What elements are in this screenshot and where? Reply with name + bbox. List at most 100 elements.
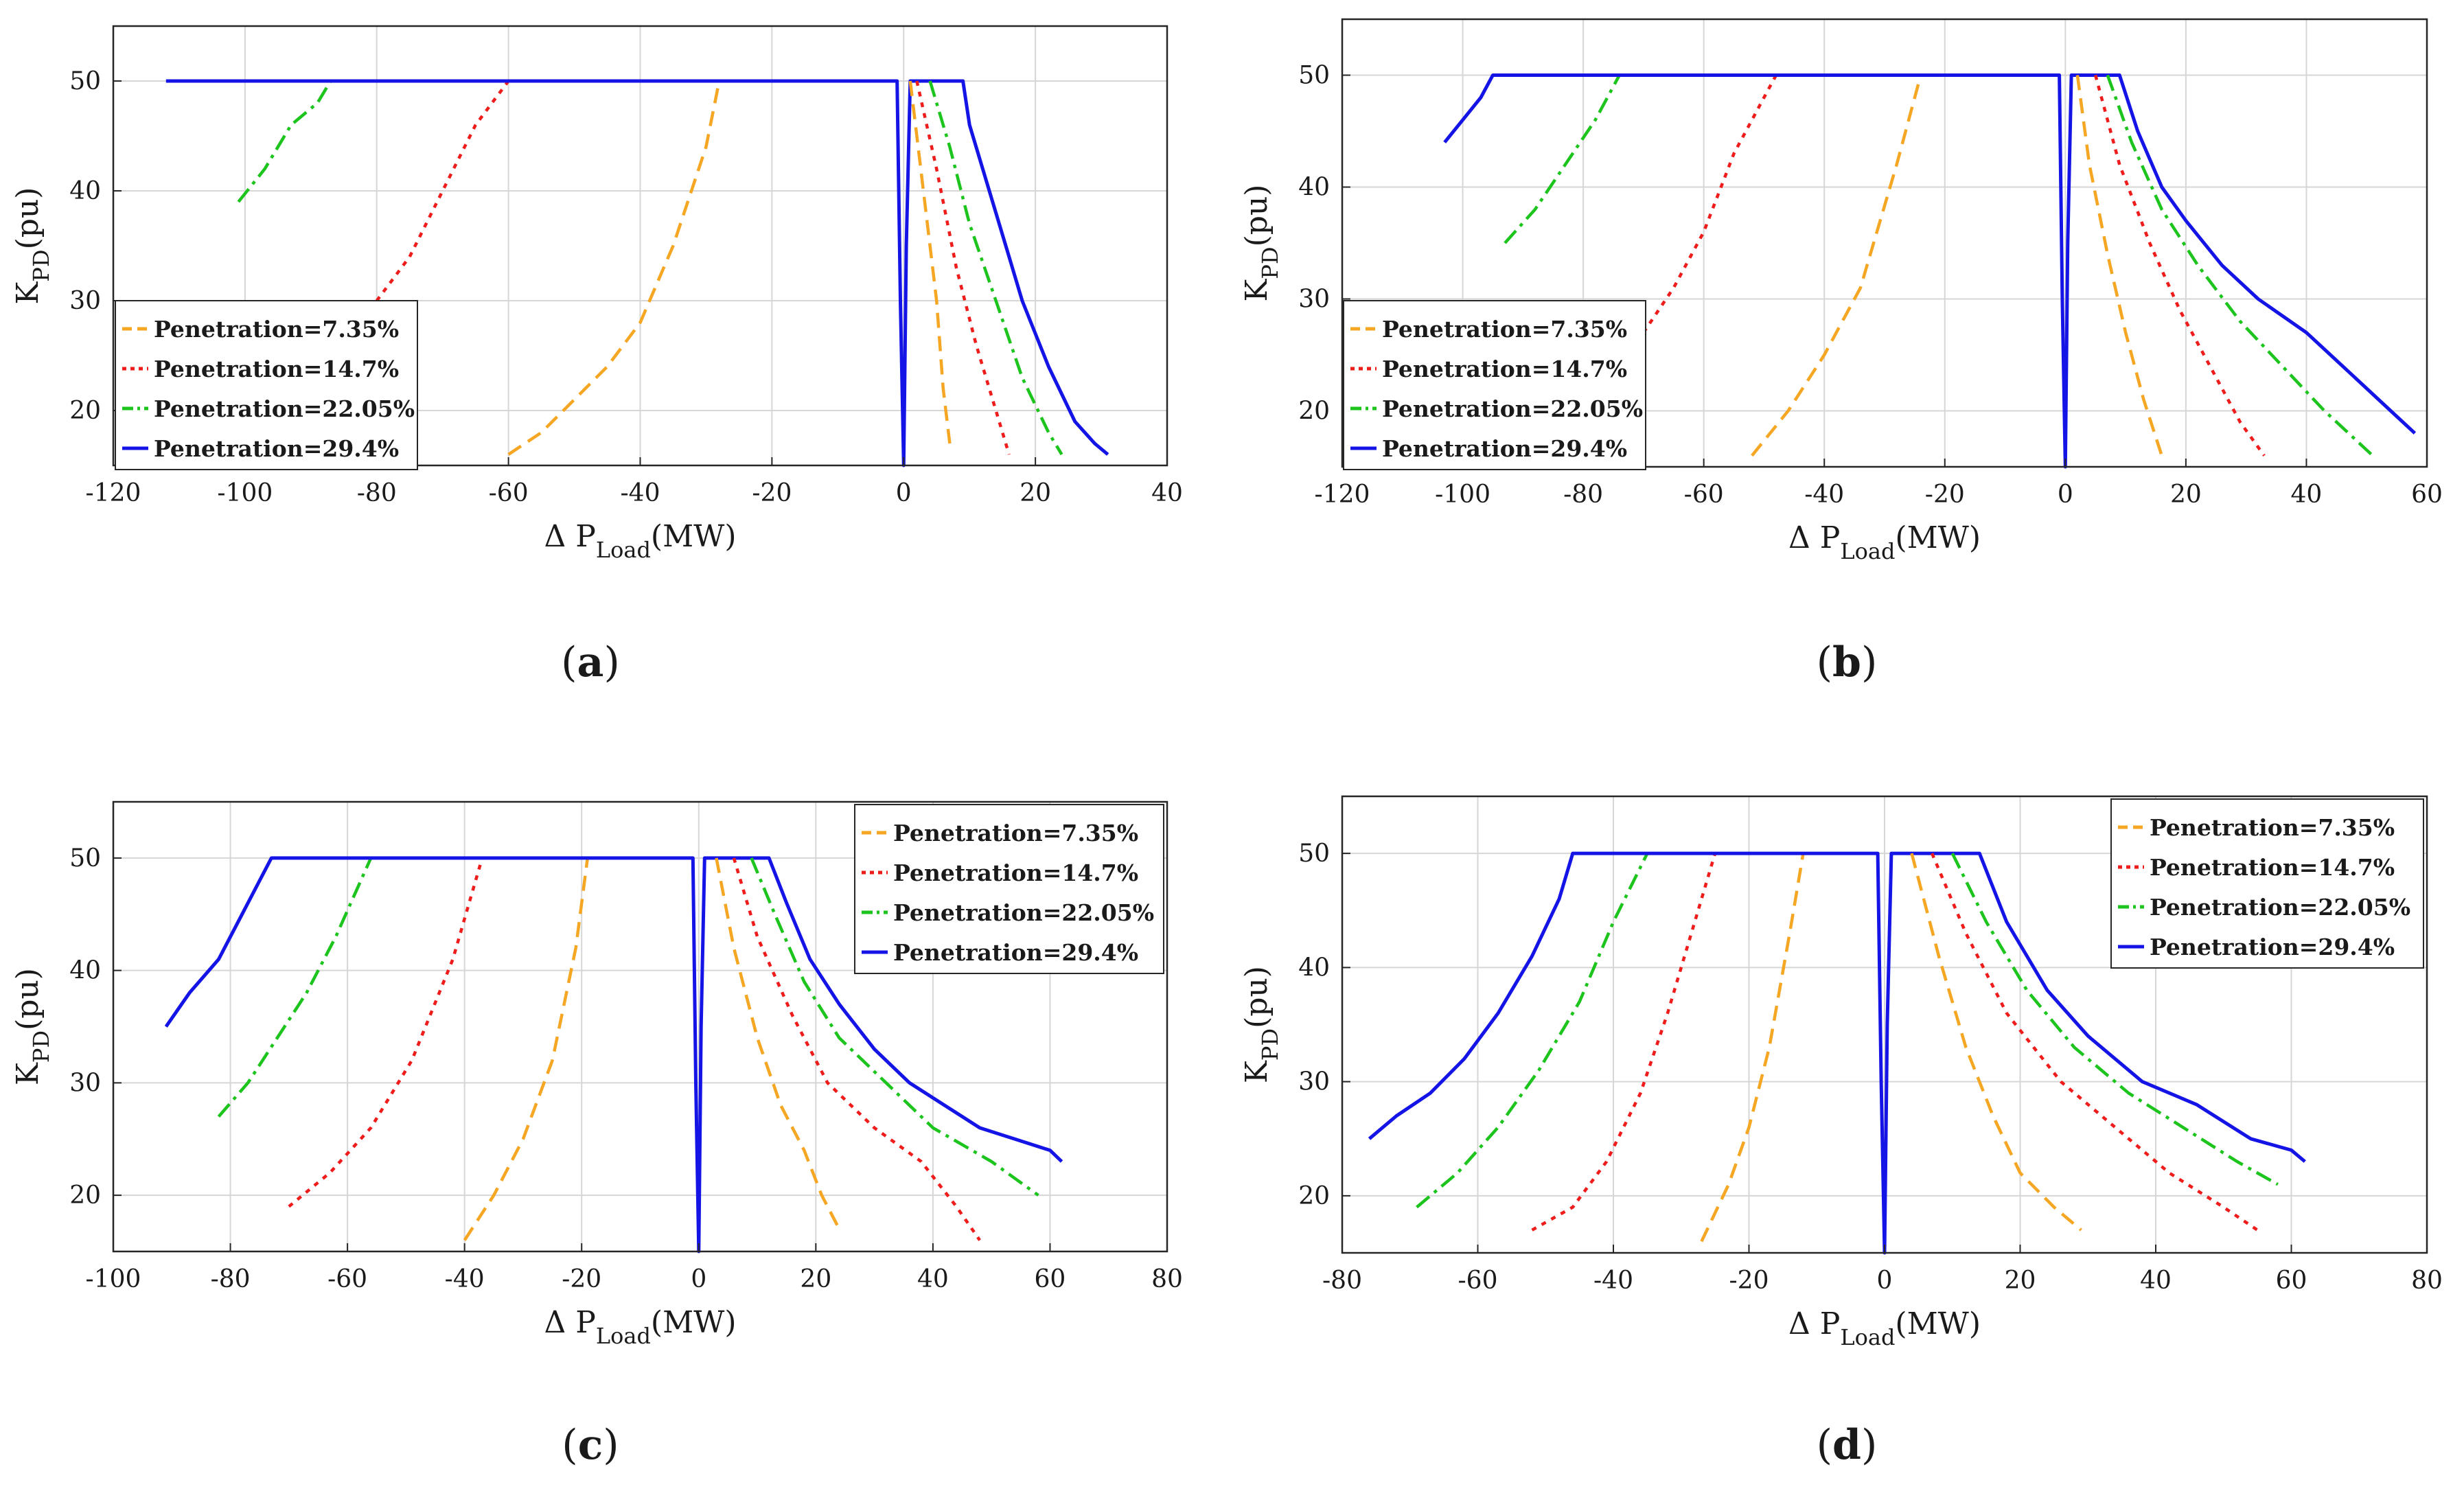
y-tick-label: 30: [69, 287, 101, 315]
y-tick-label: 50: [69, 67, 101, 95]
y-axis-title-sub: PD: [28, 1030, 54, 1063]
x-axis-title-main: Δ P: [1788, 1306, 1840, 1341]
y-tick-label: 40: [69, 957, 101, 985]
legend: Penetration=7.35% Penetration=14.7% Penetr…: [1343, 300, 1646, 470]
panel-label: (a): [561, 638, 620, 686]
series-line-2: [288, 857, 484, 1208]
x-tick-label: -100: [217, 479, 273, 507]
legend: Penetration=7.35% Penetration=14.7% Penetr…: [115, 300, 418, 470]
y-axis-title-unit: (pu): [1239, 966, 1274, 1028]
x-tick-label: -100: [86, 1265, 141, 1293]
y-tick-label: 30: [1298, 286, 1330, 314]
legend-label-4: Penetration=29.4%: [893, 939, 1138, 966]
series-line-1: [463, 857, 590, 1241]
y-axis-title-unit: (pu): [1239, 185, 1274, 247]
y-tick-label: 20: [69, 1181, 101, 1210]
x-tick-label: -20: [562, 1265, 601, 1293]
x-tick-label: -20: [752, 479, 792, 507]
series-line-1: [908, 80, 952, 444]
y-tick-label: 20: [69, 397, 101, 425]
series-line-3: [1416, 853, 1649, 1209]
panel-letter: b: [1832, 638, 1861, 686]
y-tick-label: 40: [1298, 174, 1330, 202]
x-tick-label: -60: [1458, 1267, 1498, 1295]
legend: Penetration=7.35% Penetration=14.7% Penetr…: [854, 804, 1164, 974]
legend-box: [1343, 300, 1646, 470]
y-axis-title-main: K: [1239, 1060, 1274, 1083]
x-tick-label: -40: [621, 479, 660, 507]
legend-label-1: Penetration=7.35%: [1382, 316, 1627, 343]
x-tick-label: -120: [86, 479, 141, 507]
x-tick-label: -120: [1315, 481, 1370, 509]
x-tick-label: 40: [2291, 481, 2323, 509]
series-line-1: [1751, 74, 1922, 457]
series-line-4: [1368, 851, 2306, 1255]
series-line-1: [1700, 853, 1805, 1243]
x-tick-label: 80: [1151, 1265, 1183, 1293]
series-line-2: [375, 80, 510, 302]
x-tick-label: -100: [1435, 481, 1490, 509]
axes-frame: [112, 800, 1168, 1253]
legend: Penetration=7.35% Penetration=14.7% Penetr…: [2110, 798, 2424, 969]
x-tick-label: -60: [489, 479, 529, 507]
y-axis-title: KPD(pu): [10, 968, 54, 1085]
series-line-4: [165, 79, 1109, 468]
x-tick-label: 60: [2276, 1267, 2307, 1295]
series-line-3: [2106, 74, 2374, 457]
x-tick-label: -40: [1593, 1267, 1633, 1295]
y-axis-title-main: K: [1239, 278, 1274, 301]
panel-label: (c): [562, 1421, 619, 1469]
legend-label-2: Penetration=14.7%: [2150, 854, 2395, 881]
x-tick-label: -80: [357, 479, 397, 507]
series-line-2: [1531, 853, 1717, 1232]
y-axis-title-sub: PD: [28, 249, 54, 281]
x-tick-label: 20: [2005, 1267, 2036, 1295]
legend-label-2: Penetration=14.7%: [154, 356, 399, 382]
x-axis-title-main: Δ P: [1788, 520, 1840, 555]
x-tick-label: -60: [327, 1265, 367, 1293]
x-tick-label: 60: [1035, 1265, 1066, 1293]
series-line-1: [715, 857, 841, 1230]
legend-label-2: Penetration=14.7%: [1382, 356, 1627, 382]
legend-label-4: Penetration=29.4%: [1382, 435, 1627, 462]
legend-label-3: Penetration=22.05%: [154, 395, 415, 422]
y-tick-label: 50: [1298, 62, 1330, 90]
legend-box: [115, 300, 418, 470]
x-tick-label: -80: [211, 1265, 251, 1293]
legend-label-3: Penetration=22.05%: [2150, 894, 2410, 921]
y-axis-title: KPD(pu): [1239, 966, 1283, 1083]
chart-panel-d: -80 -60 -40 -20 0 20 40 60 80 20 30 40 50 Δ PLoad(MW)…: [1239, 795, 2443, 1469]
series-line-3: [217, 857, 373, 1118]
x-axis-title-sub: Load: [1840, 538, 1895, 564]
series-line-2: [2094, 74, 2266, 457]
axes-frame: [1341, 18, 2428, 468]
x-tick-label: 20: [800, 1265, 831, 1293]
x-axis-title-unit: (MW): [1895, 1306, 1981, 1341]
x-tick-label: 0: [691, 1265, 706, 1293]
x-tick-label: 20: [2170, 481, 2202, 509]
x-tick-label: -20: [1729, 1267, 1769, 1295]
x-tick-label: 0: [1877, 1267, 1893, 1295]
x-axis-title: Δ PLoad(MW): [1788, 1306, 1981, 1350]
series-line-4: [164, 856, 1063, 1254]
y-tick-label: 50: [69, 844, 101, 873]
y-tick-label: 30: [69, 1069, 101, 1097]
x-tick-label: 0: [896, 479, 912, 507]
chart-panel-c: -100 -80 -60 -40 -20 0 20 40 60 80 20 30 40 50 Δ PLoad…: [10, 800, 1183, 1469]
x-tick-label: 60: [2411, 481, 2443, 509]
y-axis-title-main: K: [10, 1062, 45, 1085]
x-axis-title-main: Δ P: [544, 1305, 595, 1340]
x-tick-label: -40: [445, 1265, 485, 1293]
y-axis-title: KPD(pu): [1239, 185, 1283, 302]
series-line-2: [1642, 74, 1777, 334]
y-tick-label: 40: [1298, 954, 1330, 982]
x-tick-label: -20: [1925, 481, 1965, 509]
x-tick-label: -80: [1322, 1267, 1362, 1295]
panel-letter: d: [1832, 1421, 1861, 1469]
x-axis-title-sub: Load: [596, 1323, 651, 1349]
series-line-3: [1950, 853, 2279, 1186]
y-tick-label: 20: [1298, 1182, 1330, 1210]
chart-panel-a: -120 -100 -80 -60 -40 -20 0 20 40 20 30 40 50 Δ PLoad…: [10, 25, 1183, 686]
legend-label-4: Penetration=29.4%: [2150, 934, 2395, 960]
x-tick-label: -60: [1684, 481, 1724, 509]
